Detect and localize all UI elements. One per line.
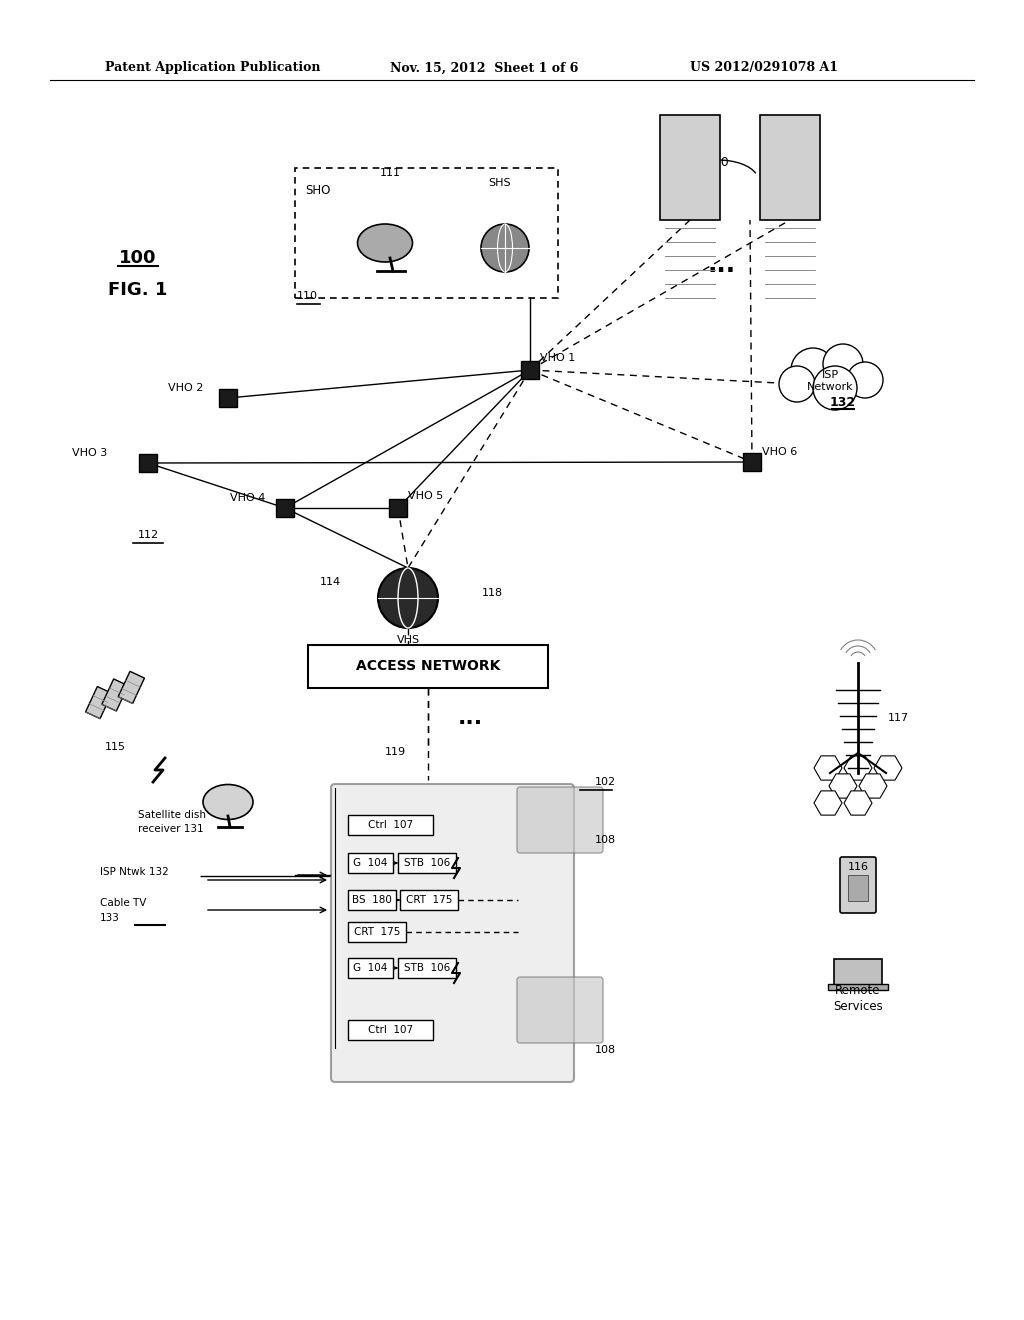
Text: 130: 130 bbox=[707, 157, 730, 169]
Text: Ctrl  107: Ctrl 107 bbox=[368, 820, 413, 830]
Bar bbox=[348, 958, 393, 978]
Bar bbox=[521, 360, 539, 379]
Circle shape bbox=[791, 348, 835, 392]
Text: ...: ... bbox=[458, 708, 482, 729]
Text: VHO 1: VHO 1 bbox=[540, 352, 575, 363]
Bar bbox=[828, 983, 888, 990]
Bar bbox=[398, 853, 456, 873]
Bar bbox=[834, 960, 882, 989]
Text: ...: ... bbox=[708, 253, 736, 277]
Text: Ctrl  107: Ctrl 107 bbox=[368, 1026, 413, 1035]
Text: 100: 100 bbox=[119, 249, 157, 267]
Bar bbox=[400, 890, 458, 909]
Text: 102: 102 bbox=[595, 777, 616, 787]
Bar bbox=[389, 499, 407, 517]
FancyBboxPatch shape bbox=[517, 787, 603, 853]
Text: US 2012/0291078 A1: US 2012/0291078 A1 bbox=[690, 62, 838, 74]
Text: VHS: VHS bbox=[396, 635, 420, 645]
Bar bbox=[398, 958, 456, 978]
Bar bbox=[760, 115, 820, 220]
Text: ISP Ntwk 132: ISP Ntwk 132 bbox=[100, 867, 169, 876]
FancyBboxPatch shape bbox=[517, 977, 603, 1043]
Bar bbox=[219, 389, 237, 407]
Text: CRT  175: CRT 175 bbox=[406, 895, 453, 906]
Circle shape bbox=[823, 345, 863, 384]
Text: 118: 118 bbox=[482, 587, 503, 598]
Text: 133: 133 bbox=[100, 913, 120, 923]
Bar bbox=[276, 499, 294, 517]
Text: VHO 2: VHO 2 bbox=[168, 383, 204, 393]
Bar bbox=[348, 1020, 433, 1040]
Text: Nov. 15, 2012  Sheet 1 of 6: Nov. 15, 2012 Sheet 1 of 6 bbox=[390, 62, 579, 74]
FancyBboxPatch shape bbox=[331, 784, 574, 1082]
Text: 115: 115 bbox=[104, 742, 126, 752]
Circle shape bbox=[779, 366, 815, 403]
Text: SHO: SHO bbox=[305, 183, 331, 197]
Text: 116: 116 bbox=[848, 862, 868, 873]
Text: BS  180: BS 180 bbox=[352, 895, 392, 906]
Bar bbox=[348, 814, 433, 836]
Text: 108: 108 bbox=[595, 836, 616, 845]
Ellipse shape bbox=[203, 784, 253, 820]
Polygon shape bbox=[86, 686, 112, 718]
Text: STB  106: STB 106 bbox=[403, 964, 451, 973]
Text: SHS: SHS bbox=[488, 178, 511, 187]
Text: 119: 119 bbox=[384, 747, 406, 756]
Text: 111: 111 bbox=[380, 168, 400, 178]
Text: ISP
Network: ISP Network bbox=[807, 370, 853, 392]
Bar bbox=[139, 454, 157, 473]
Text: VHO 6: VHO 6 bbox=[762, 447, 798, 457]
FancyBboxPatch shape bbox=[840, 857, 876, 913]
Text: 114: 114 bbox=[319, 577, 341, 587]
Text: CRT  175: CRT 175 bbox=[354, 927, 400, 937]
Text: Cable TV: Cable TV bbox=[100, 898, 146, 908]
Bar bbox=[743, 453, 761, 471]
Text: Satellite dish
receiver 131: Satellite dish receiver 131 bbox=[138, 810, 206, 834]
Bar bbox=[348, 853, 393, 873]
Text: ACCESS NETWORK: ACCESS NETWORK bbox=[355, 660, 500, 673]
Polygon shape bbox=[101, 678, 128, 711]
Polygon shape bbox=[118, 672, 144, 704]
Text: VHO 3: VHO 3 bbox=[72, 447, 108, 458]
Circle shape bbox=[847, 362, 883, 399]
Text: Patent Application Publication: Patent Application Publication bbox=[105, 62, 321, 74]
Text: STB  106: STB 106 bbox=[403, 858, 451, 869]
Bar bbox=[848, 875, 868, 902]
Bar bbox=[348, 890, 396, 909]
Bar bbox=[660, 115, 720, 220]
Text: VHO 4: VHO 4 bbox=[230, 492, 265, 503]
Bar bbox=[308, 645, 548, 688]
Text: 110: 110 bbox=[297, 290, 318, 301]
Text: 132: 132 bbox=[829, 396, 856, 408]
Text: 112: 112 bbox=[137, 531, 159, 540]
Text: 108: 108 bbox=[595, 1045, 616, 1055]
Text: G  104: G 104 bbox=[353, 964, 388, 973]
Circle shape bbox=[813, 366, 857, 411]
Text: 117: 117 bbox=[888, 713, 909, 723]
Ellipse shape bbox=[357, 224, 413, 261]
Text: VHO 5: VHO 5 bbox=[408, 491, 443, 502]
Circle shape bbox=[481, 224, 529, 272]
Bar bbox=[348, 921, 406, 942]
Text: G  104: G 104 bbox=[353, 858, 388, 869]
Text: Remote
Services: Remote Services bbox=[834, 985, 883, 1014]
Bar bbox=[295, 168, 558, 298]
Text: FIG. 1: FIG. 1 bbox=[109, 281, 168, 300]
Circle shape bbox=[378, 568, 438, 628]
